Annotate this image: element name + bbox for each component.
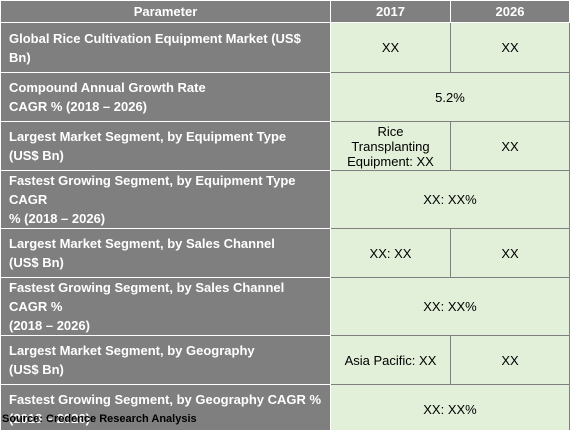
- parameter-line: (US$ Bn): [9, 148, 64, 163]
- table-row: Largest Market Segment, by Equipment Typ…: [0, 121, 570, 171]
- value-2026-cell: XX: [450, 22, 570, 73]
- value-2017-cell: XX: XX: [330, 228, 451, 278]
- parameter-line: % (2018 – 2026): [9, 211, 106, 226]
- value-line: Rice: [377, 123, 404, 139]
- header-2026: 2026: [450, 0, 570, 23]
- value-2017-cell: Rice Transplanting Equipment: XX: [330, 121, 451, 171]
- value-2026-cell: XX: [450, 121, 570, 171]
- header-row: Parameter 2017 2026: [0, 0, 570, 23]
- parameter-line: Largest Market Segment, by Geography: [9, 343, 255, 358]
- parameter-line: Largest Market Segment, by Equipment Typ…: [9, 129, 287, 144]
- table-row: Fastest Growing Segment, by Geography CA…: [0, 384, 570, 430]
- merged-value-cell: XX: XX%: [330, 170, 570, 229]
- table-row: Fastest Growing Segment, by Equipment Ty…: [0, 170, 570, 229]
- value-2026-cell: XX: [450, 335, 570, 385]
- source-note: Source: Credence Research Analysis: [2, 413, 197, 425]
- table-row: Largest Market Segment, by Sales Channel…: [0, 228, 570, 278]
- parameter-cell: Fastest Growing Segment, by Geography CA…: [0, 384, 331, 430]
- value-2017-cell: Asia Pacific: XX: [330, 335, 451, 385]
- parameter-cell: Compound Annual Growth Rate CAGR % (2018…: [0, 72, 331, 122]
- parameter-cell: Largest Market Segment, by Sales Channel…: [0, 228, 331, 278]
- value-line: Transplanting: [351, 138, 430, 154]
- parameter-line: (2018 – 2026): [9, 411, 90, 426]
- value-line: Equipment: XX: [347, 153, 434, 169]
- table-row: Largest Market Segment, by Geography (US…: [0, 335, 570, 385]
- parameter-line: (US$ Bn): [9, 362, 64, 377]
- table-row: Global Rice Cultivation Equipment Market…: [0, 22, 570, 73]
- header-2017: 2017: [330, 0, 451, 23]
- table-row: Fastest Growing Segment, by Sales Channe…: [0, 277, 570, 336]
- parameter-cell: Global Rice Cultivation Equipment Market…: [0, 22, 331, 73]
- header-parameter: Parameter: [0, 0, 331, 23]
- parameter-cell: Fastest Growing Segment, by Sales Channe…: [0, 277, 331, 336]
- parameter-line: Compound Annual Growth Rate: [9, 80, 206, 95]
- parameter-line: CAGR % (2018 – 2026): [9, 99, 148, 114]
- parameter-line: Fastest Growing Segment, by Equipment Ty…: [9, 173, 296, 207]
- parameter-cell: Largest Market Segment, by Equipment Typ…: [0, 121, 331, 171]
- merged-value-cell: 5.2%: [330, 72, 570, 122]
- value-2026-cell: XX: [450, 228, 570, 278]
- parameter-line: Global Rice Cultivation Equipment Market…: [9, 30, 301, 65]
- merged-value-cell: XX: XX%: [330, 277, 570, 336]
- parameter-line: (2018 – 2026): [9, 318, 90, 333]
- parameter-cell: Fastest Growing Segment, by Equipment Ty…: [0, 170, 331, 229]
- parameter-line: Fastest Growing Segment, by Geography CA…: [9, 392, 322, 407]
- parameter-cell: Largest Market Segment, by Geography (US…: [0, 335, 331, 385]
- value-2017-cell: XX: [330, 22, 451, 73]
- parameter-line: Largest Market Segment, by Sales Channel: [9, 236, 275, 251]
- table-row: Compound Annual Growth Rate CAGR % (2018…: [0, 72, 570, 122]
- parameter-line: Fastest Growing Segment, by Sales Channe…: [9, 280, 285, 314]
- merged-value-cell: XX: XX%: [330, 384, 570, 430]
- parameter-line: (US$ Bn): [9, 255, 64, 270]
